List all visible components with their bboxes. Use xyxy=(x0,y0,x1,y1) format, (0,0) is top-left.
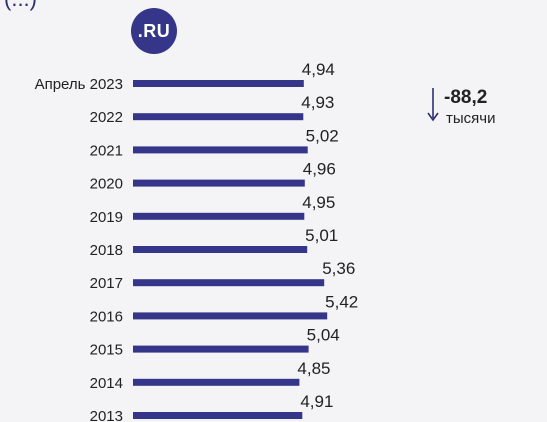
bar xyxy=(133,212,305,220)
change-value: -88,2 xyxy=(444,87,488,108)
bar xyxy=(133,312,328,320)
value-label: 4,94 xyxy=(302,60,335,79)
category-label: 2021 xyxy=(90,142,123,159)
value-label: 4,96 xyxy=(303,160,336,179)
bar xyxy=(133,378,300,386)
category-label: 2016 xyxy=(90,308,123,325)
bar xyxy=(133,113,304,121)
value-label: 4,91 xyxy=(300,392,333,411)
ru-badge: .RU xyxy=(131,8,177,54)
value-label: 4,95 xyxy=(302,193,335,212)
change-annotation: -88,2 тысячи xyxy=(427,88,495,127)
value-label: 5,42 xyxy=(325,292,358,311)
bar xyxy=(133,146,308,154)
value-label: 5,01 xyxy=(305,226,338,245)
category-label: 2019 xyxy=(90,209,123,226)
bar xyxy=(133,179,305,187)
category-label: 2018 xyxy=(90,242,123,259)
category-label: 2013 xyxy=(90,408,123,422)
category-label: Апрель 2023 xyxy=(35,76,123,93)
category-label: 2015 xyxy=(90,342,123,359)
bar xyxy=(133,412,303,419)
category-label: 2017 xyxy=(90,275,123,292)
value-label: 4,85 xyxy=(297,359,330,378)
value-label: 4,93 xyxy=(301,93,334,112)
change-unit: тысячи xyxy=(446,110,496,127)
bar xyxy=(133,279,325,287)
category-label: 2022 xyxy=(90,109,123,126)
category-label: 2014 xyxy=(90,375,123,392)
bar xyxy=(133,345,309,353)
value-label: 5,36 xyxy=(322,259,355,278)
value-label: 5,02 xyxy=(306,126,339,145)
down-arrow-icon xyxy=(427,88,439,122)
bar xyxy=(133,246,308,253)
header-partial-text: (...) xyxy=(4,0,37,12)
value-label: 5,04 xyxy=(307,326,340,345)
category-label: 2020 xyxy=(90,176,123,193)
bar xyxy=(133,80,304,87)
